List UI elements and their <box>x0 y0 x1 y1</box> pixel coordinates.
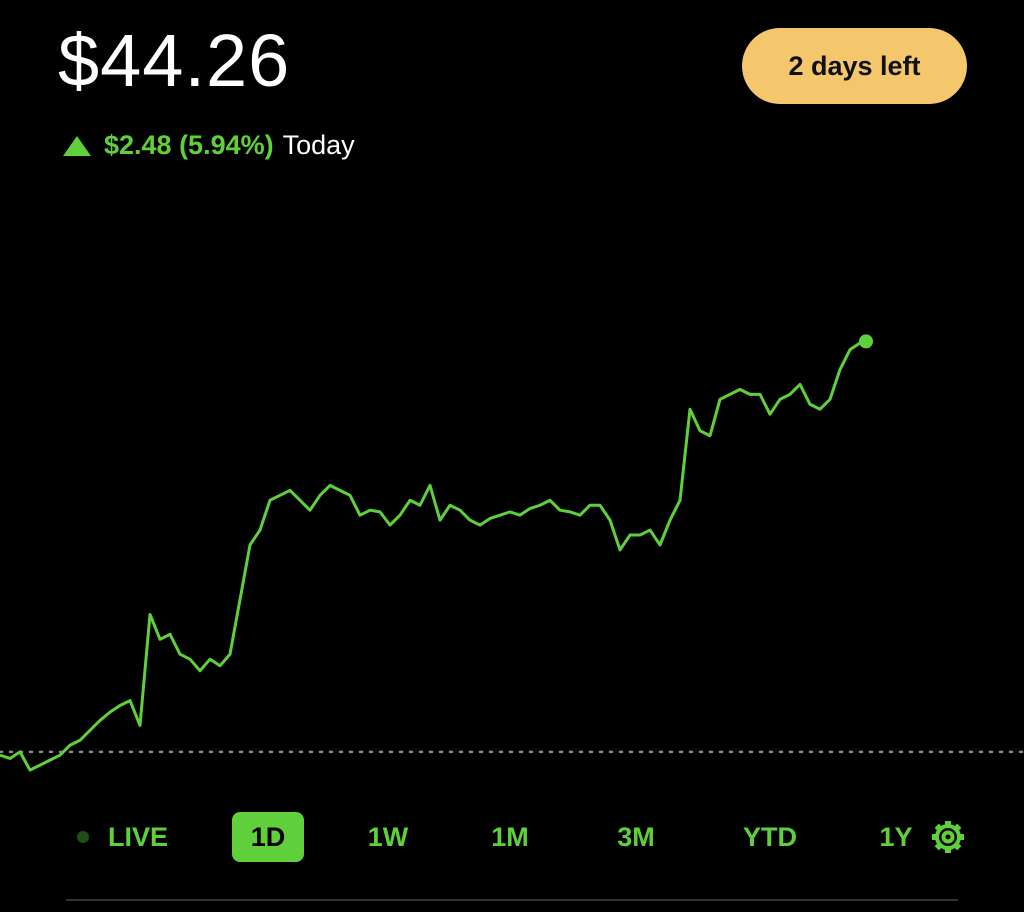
range-tab[interactable]: LIVE <box>107 822 168 852</box>
range-tab[interactable]: 1D <box>232 812 304 862</box>
divider <box>66 899 958 901</box>
settings-icon[interactable] <box>930 819 966 855</box>
range-tab[interactable]: 1M <box>491 822 529 852</box>
range-tab[interactable]: 3M <box>617 822 655 852</box>
change-row: $2.48 (5.94%) Today <box>62 130 355 161</box>
change-label: Today <box>282 130 355 160</box>
range-tab[interactable]: 1Y <box>879 822 913 852</box>
range-tab[interactable]: 1W <box>367 822 409 852</box>
live-dot <box>77 831 89 843</box>
price-line <box>0 339 871 772</box>
range-selector: LIVE 1D 1W 1M 3M YTD 1Y <box>0 812 1024 862</box>
range-tab[interactable]: YTD <box>743 822 797 852</box>
current-dot <box>859 334 873 349</box>
up-arrow <box>63 135 91 156</box>
change: $2.48 (5.94%) <box>104 130 274 160</box>
badge-button[interactable]: 2 days left <box>742 28 967 104</box>
chart <box>0 334 1024 772</box>
price: $44.26 <box>58 19 291 102</box>
